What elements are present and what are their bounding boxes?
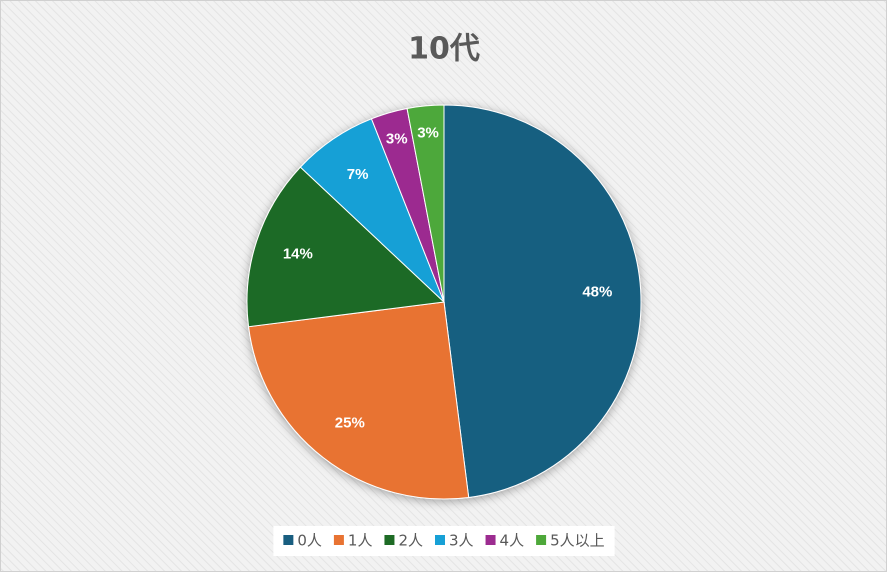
- chart-title: 10代: [408, 32, 480, 67]
- pie-slice: [443, 104, 642, 499]
- legend-swatch: [333, 535, 344, 545]
- value-label: 7%: [347, 166, 369, 183]
- legend-label: 4人: [500, 532, 525, 550]
- legend-swatch: [536, 535, 547, 545]
- pie-slice: [246, 166, 446, 328]
- legend: 0人 1人 2人 3人 4人 5人以上: [283, 532, 605, 550]
- legend-label: 5人以上: [550, 532, 605, 550]
- value-label: 48%: [582, 283, 612, 300]
- value-labels: 48% 25% 14% 7% 3% 3%: [283, 124, 613, 431]
- legend-label: 1人: [348, 532, 373, 550]
- legend-swatch: [485, 535, 496, 545]
- legend-label: 0人: [297, 532, 322, 550]
- pie-slice: [406, 104, 445, 303]
- value-label: 3%: [417, 124, 439, 141]
- pie: [246, 104, 642, 500]
- pie-slice: [247, 301, 470, 500]
- legend-label: 2人: [398, 532, 423, 550]
- value-label: 25%: [335, 414, 365, 431]
- value-label: 3%: [386, 130, 408, 147]
- value-label: 14%: [283, 245, 313, 262]
- legend-swatch: [283, 535, 294, 545]
- legend-label: 3人: [449, 532, 474, 550]
- legend-swatch: [435, 535, 445, 545]
- legend-swatch: [384, 535, 395, 545]
